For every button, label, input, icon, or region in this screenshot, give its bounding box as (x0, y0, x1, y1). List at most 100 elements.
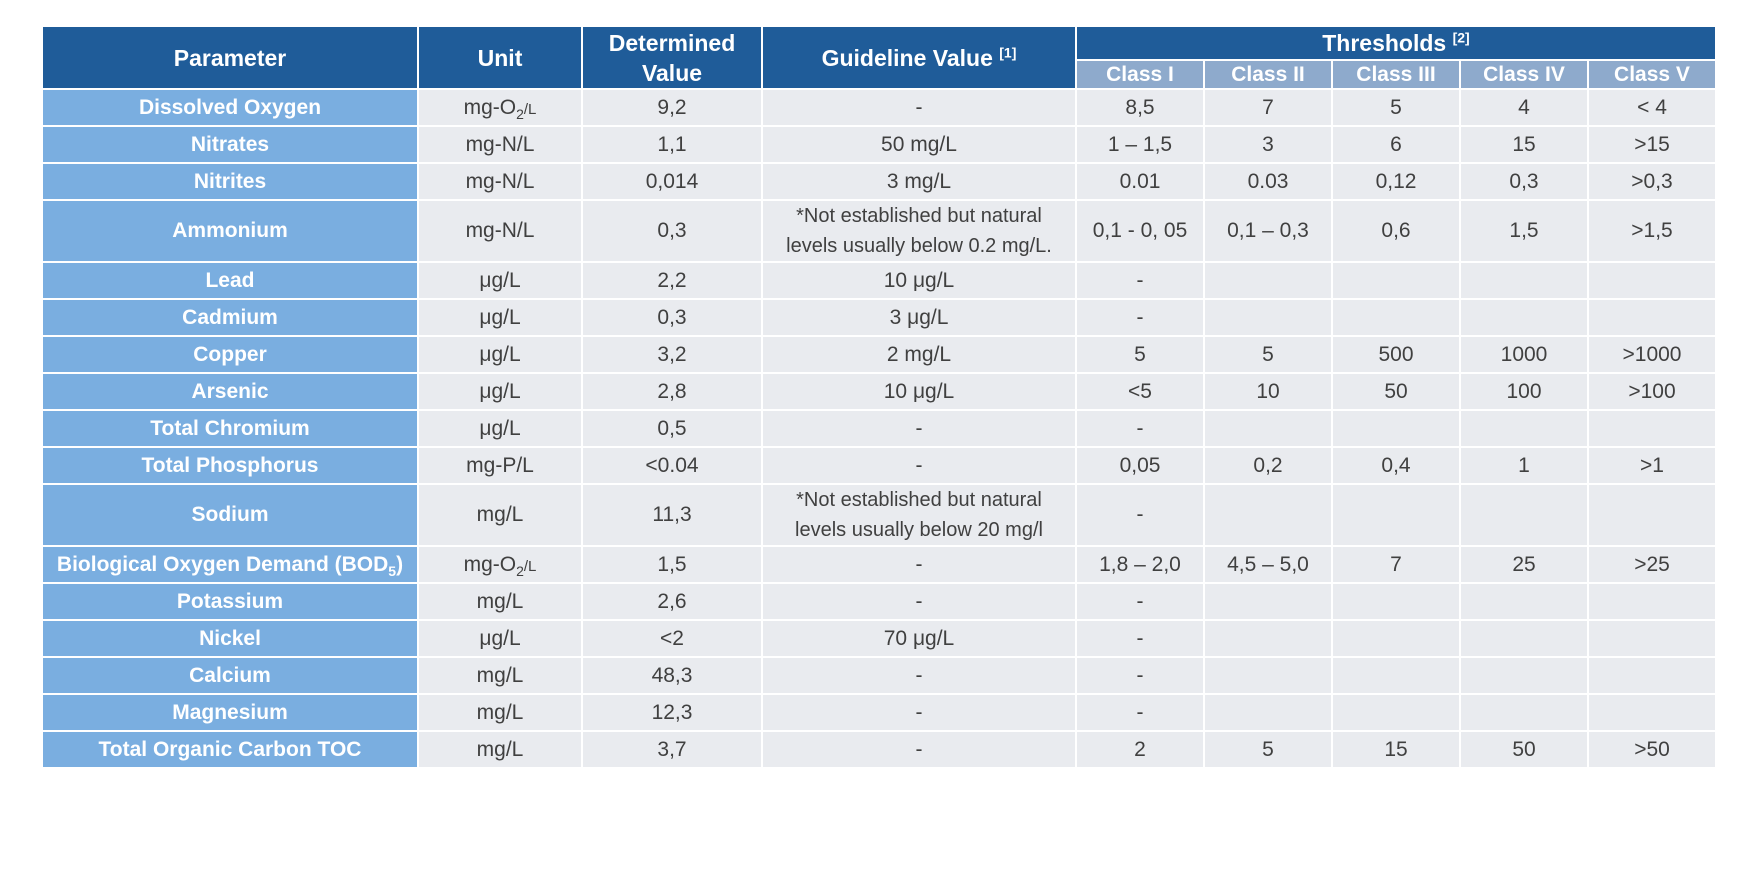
header-class-4: Class IV (1459, 59, 1589, 90)
table-row: Arsenic μg/L 2,8 10 μg/L <5 10 50 100 >100 (41, 372, 1717, 411)
unit-cell: mg/L (417, 730, 583, 769)
guideline-value-cell: - (761, 582, 1077, 621)
threshold-class-1-cell: 2 (1075, 730, 1205, 769)
threshold-class-3-cell: 50 (1331, 372, 1461, 411)
table-row: Nitrites mg-N/L 0,014 3 mg/L 0.01 0.03 0,12 0,3… (41, 162, 1717, 201)
threshold-class-5-cell (1587, 656, 1717, 695)
threshold-class-2-cell (1203, 261, 1333, 300)
threshold-class-3-cell (1331, 582, 1461, 621)
determined-value-cell: 1,5 (581, 545, 763, 584)
table-row: Magnesium mg/L 12,3- - (41, 693, 1717, 732)
header-unit: Unit (417, 25, 583, 90)
threshold-class-4-cell: 15 (1459, 125, 1589, 164)
parameter-cell: Sodium (41, 483, 419, 547)
determined-value-cell: 2,2 (581, 261, 763, 300)
parameter-cell: Copper (41, 335, 419, 374)
guideline-value-cell: - (761, 730, 1077, 769)
unit-cell: mg-N/L (417, 199, 583, 263)
threshold-class-3-cell: 5 (1331, 88, 1461, 127)
table-row: Potassium mg/L 2,6- - (41, 582, 1717, 621)
guideline-value-cell: 2 mg/L (761, 335, 1077, 374)
threshold-class-4-cell: 1 (1459, 446, 1589, 485)
parameter-cell: Ammonium (41, 199, 419, 263)
unit-cell: mg/L (417, 656, 583, 695)
threshold-class-1-cell: 0,05 (1075, 446, 1205, 485)
unit-cell: mg-P/L (417, 446, 583, 485)
threshold-class-3-cell: 0,12 (1331, 162, 1461, 201)
table-row: Total Organic Carbon TOC mg/L 3,7-2 5 15 50 >5… (41, 730, 1717, 769)
table-body: Dissolved Oxygen mg-O2/L 9,2-8,5 7 5 4 < 4 Nitr… (41, 88, 1717, 769)
table-row: Biological Oxygen Demand (BOD5) mg-O2/L 1,… (41, 545, 1717, 584)
guideline-value-cell: - (761, 545, 1077, 584)
threshold-class-1-cell: - (1075, 298, 1205, 337)
unit-cell: μg/L (417, 261, 583, 300)
threshold-class-2-cell: 5 (1203, 335, 1333, 374)
threshold-class-2-cell (1203, 656, 1333, 695)
threshold-class-4-cell (1459, 582, 1589, 621)
table-row: Nitrates mg-N/L 1,1 50 mg/L 1 – 1,5 3 6 15 >15 (41, 125, 1717, 164)
threshold-class-5-cell (1587, 261, 1717, 300)
determined-value-cell: 11,3 (581, 483, 763, 547)
threshold-class-2-cell (1203, 483, 1333, 547)
threshold-class-4-cell: 25 (1459, 545, 1589, 584)
threshold-class-5-cell: >0,3 (1587, 162, 1717, 201)
threshold-class-3-cell (1331, 298, 1461, 337)
threshold-class-5-cell (1587, 483, 1717, 547)
determined-value-cell: 1,1 (581, 125, 763, 164)
threshold-class-4-cell: 4 (1459, 88, 1589, 127)
unit-cell: mg-N/L (417, 125, 583, 164)
threshold-class-5-cell: >1000 (1587, 335, 1717, 374)
parameter-cell: Calcium (41, 656, 419, 695)
table-row: Sodium mg/L 11,3 *Not established but natur… (41, 483, 1717, 547)
threshold-class-2-cell: 0,2 (1203, 446, 1333, 485)
table-row: Nickel μg/L <2 70 μg/L - (41, 619, 1717, 658)
threshold-class-3-cell: 0,4 (1331, 446, 1461, 485)
parameter-cell: Magnesium (41, 693, 419, 732)
guideline-value-cell: *Not established but natural levels usual… (761, 483, 1077, 547)
header-guideline-value: Guideline Value [1] (761, 25, 1077, 90)
determined-value-cell: 3,2 (581, 335, 763, 374)
threshold-class-1-cell: - (1075, 582, 1205, 621)
threshold-class-5-cell (1587, 582, 1717, 621)
unit-cell: mg/L (417, 693, 583, 732)
unit-cell: μg/L (417, 298, 583, 337)
threshold-class-4-cell (1459, 656, 1589, 695)
threshold-class-1-cell: - (1075, 619, 1205, 658)
threshold-class-2-cell (1203, 582, 1333, 621)
threshold-class-2-cell (1203, 693, 1333, 732)
parameter-cell: Arsenic (41, 372, 419, 411)
guideline-value-cell: *Not established but natural levels usual… (761, 199, 1077, 263)
parameter-cell: Nitrates (41, 125, 419, 164)
threshold-class-3-cell (1331, 483, 1461, 547)
threshold-class-5-cell (1587, 409, 1717, 448)
guideline-value-cell: 10 μg/L (761, 372, 1077, 411)
threshold-class-5-cell: >100 (1587, 372, 1717, 411)
threshold-class-4-cell: 1,5 (1459, 199, 1589, 263)
threshold-class-1-cell: - (1075, 409, 1205, 448)
determined-value-cell: 12,3 (581, 693, 763, 732)
threshold-class-2-cell: 10 (1203, 372, 1333, 411)
determined-value-cell: 0,3 (581, 298, 763, 337)
threshold-class-4-cell: 50 (1459, 730, 1589, 769)
determined-value-cell: 3,7 (581, 730, 763, 769)
threshold-class-5-cell: >25 (1587, 545, 1717, 584)
threshold-class-1-cell: <5 (1075, 372, 1205, 411)
header-parameter: Parameter (41, 25, 419, 90)
header-determined-value: Determined Value (581, 25, 763, 90)
threshold-class-1-cell: 0,1 - 0, 05 (1075, 199, 1205, 263)
header-class-5: Class V (1587, 59, 1717, 90)
parameter-cell: Cadmium (41, 298, 419, 337)
table-row: Lead μg/L 2,2 10 μg/L - (41, 261, 1717, 300)
parameter-cell: Nitrites (41, 162, 419, 201)
parameter-cell: Biological Oxygen Demand (BOD5) (41, 545, 419, 584)
unit-cell: mg-O2/L (417, 545, 583, 584)
parameter-cell: Total Phosphorus (41, 446, 419, 485)
threshold-class-3-cell (1331, 261, 1461, 300)
unit-cell: mg/L (417, 483, 583, 547)
table-row: Cadmium μg/L 0,3 3 μg/L - (41, 298, 1717, 337)
determined-value-cell: 0,5 (581, 409, 763, 448)
threshold-class-2-cell: 4,5 – 5,0 (1203, 545, 1333, 584)
guideline-value-cell: 3 μg/L (761, 298, 1077, 337)
threshold-class-3-cell (1331, 409, 1461, 448)
determined-value-cell: 48,3 (581, 656, 763, 695)
